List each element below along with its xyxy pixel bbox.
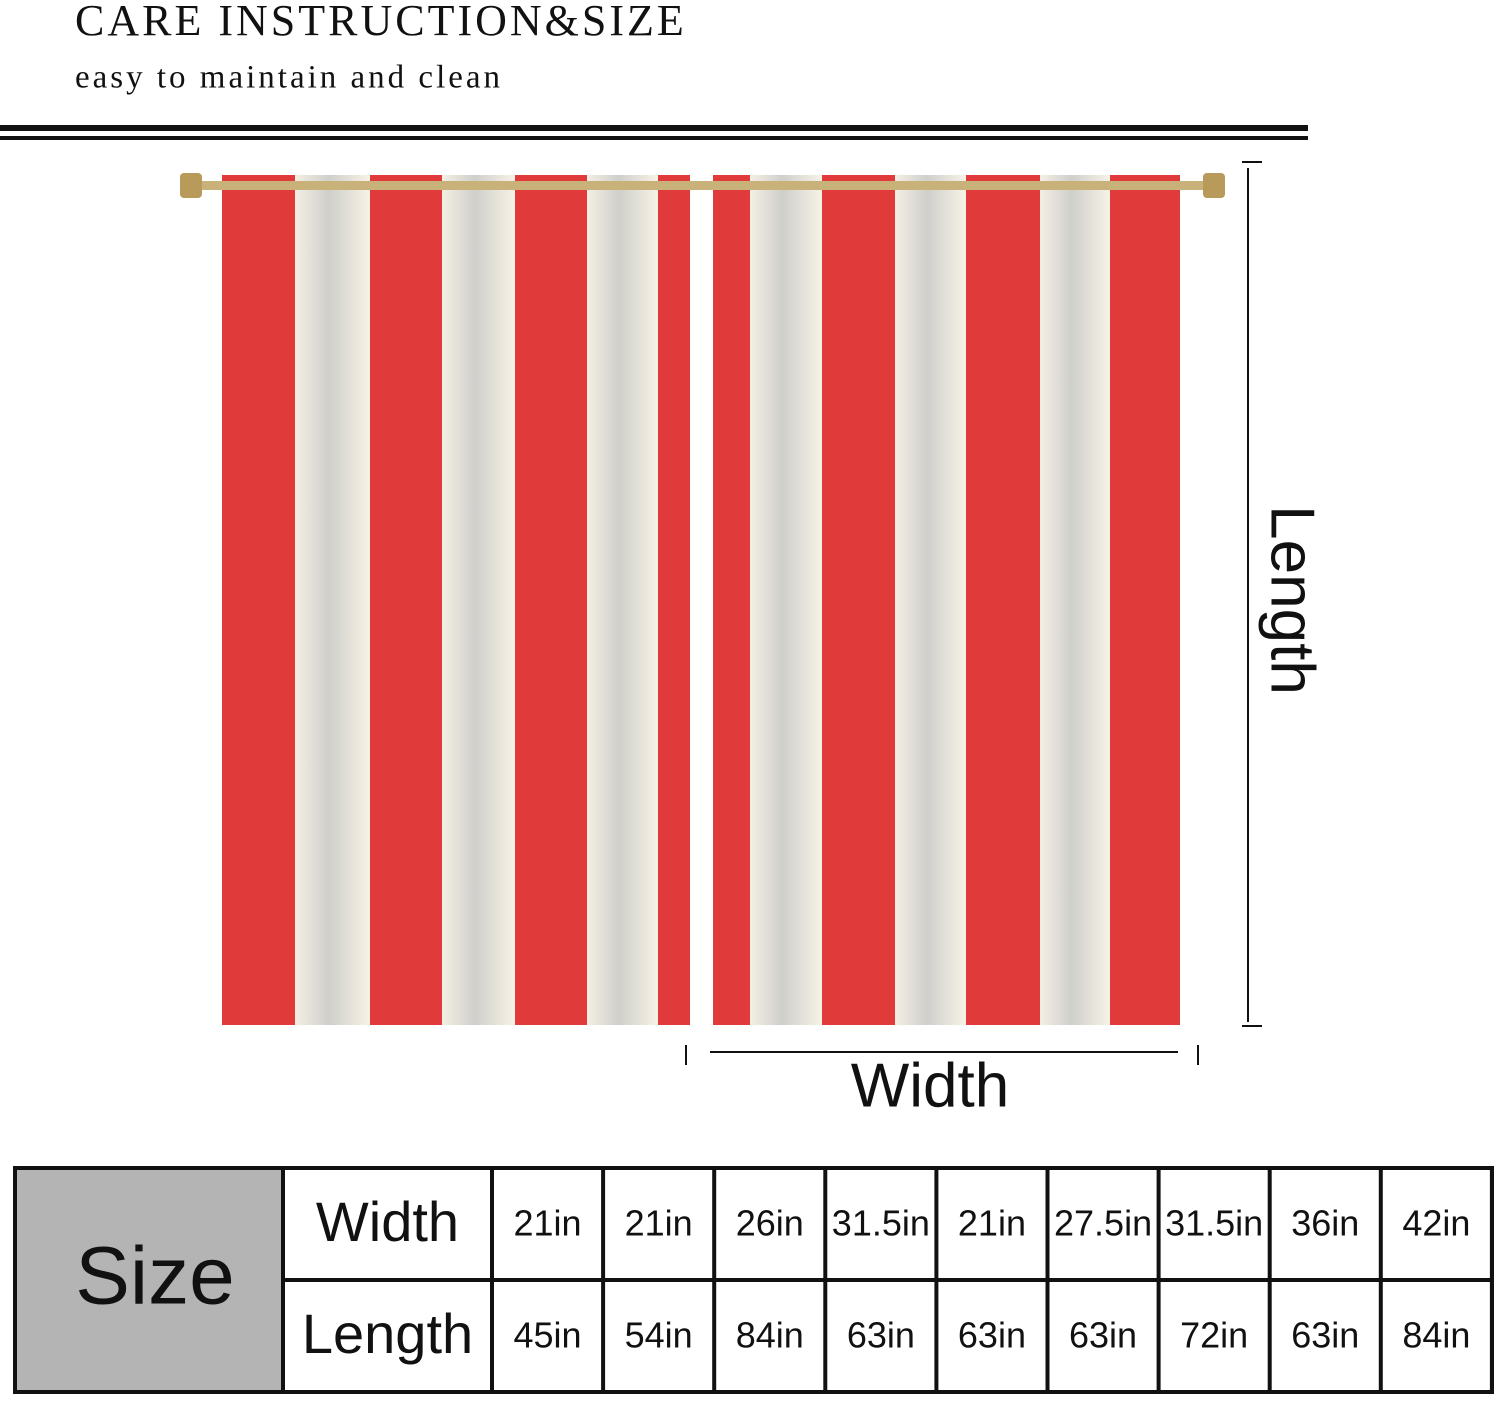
size-value: 21in — [514, 1203, 582, 1244]
curtain-stripe — [587, 175, 658, 1025]
curtain-stripe — [515, 175, 587, 1025]
size-value: 45in — [514, 1315, 582, 1356]
size-value: 54in — [625, 1315, 693, 1356]
size-value: 21in — [625, 1203, 693, 1244]
size-value: 72in — [1180, 1315, 1248, 1356]
curtain-stripe — [966, 175, 1040, 1025]
size-value: 36in — [1291, 1203, 1359, 1244]
curtain-stripe — [1110, 175, 1180, 1025]
title: CARE INSTRUCTION&SIZE — [75, 0, 687, 45]
size-value: 63in — [1291, 1315, 1359, 1356]
size-value: 31.5in — [832, 1203, 930, 1244]
curtain-stripe — [822, 175, 895, 1025]
curtain-stripe — [222, 175, 295, 1025]
size-value: 26in — [736, 1203, 804, 1244]
size-label: Size — [75, 1231, 235, 1322]
curtain-stripe — [658, 175, 690, 1025]
rod-finial — [180, 173, 202, 198]
size-table: Size Width 21in 21in 26in 31.5in 21in 27.5in 31… — [13, 1166, 1494, 1394]
curtain-stripe — [750, 175, 822, 1025]
divider — [0, 136, 1308, 140]
size-value: 63in — [1069, 1315, 1137, 1356]
curtain-stripe — [370, 175, 442, 1025]
curtain-stripe — [295, 175, 370, 1025]
size-value: 84in — [736, 1315, 804, 1356]
size-value: 27.5in — [1054, 1203, 1152, 1244]
size-value: 63in — [958, 1315, 1026, 1356]
row-label: Width — [316, 1190, 459, 1253]
curtain-rod — [180, 181, 1225, 190]
size-value: 42in — [1402, 1203, 1470, 1244]
rod-finial — [1203, 173, 1225, 198]
width-arrow — [685, 1045, 1199, 1065]
width-label: Width — [851, 1051, 1009, 1120]
size-value: 63in — [847, 1315, 915, 1356]
size-value: 84in — [1402, 1315, 1470, 1356]
size-cell — [15, 1168, 283, 1392]
curtain-stripe — [442, 175, 515, 1025]
length-label: Length — [1258, 505, 1327, 695]
divider — [0, 125, 1308, 131]
length-arrow — [1242, 161, 1262, 1027]
curtain-stripe — [895, 175, 966, 1025]
subtitle: easy to maintain and clean — [75, 60, 503, 96]
size-value: 21in — [958, 1203, 1026, 1244]
size-value: 31.5in — [1165, 1203, 1263, 1244]
curtains — [222, 175, 1180, 1025]
table-grid — [13, 1166, 1494, 1394]
curtain-stripe — [1040, 175, 1110, 1025]
row-label: Length — [302, 1302, 473, 1365]
curtain-stripe — [713, 175, 750, 1025]
